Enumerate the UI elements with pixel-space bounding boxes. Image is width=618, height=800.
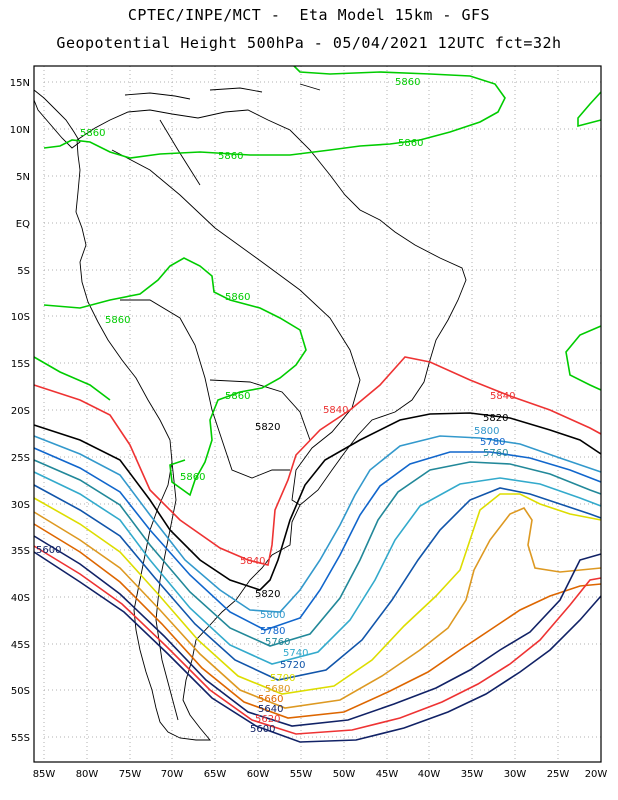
contour-label: 5800 bbox=[260, 610, 285, 621]
lon-label: 70W bbox=[161, 769, 184, 780]
lon-label: 65W bbox=[204, 769, 227, 780]
contour-label: 5860 bbox=[180, 472, 205, 483]
contour-label: 5680 bbox=[265, 684, 290, 695]
contour-5660 bbox=[33, 523, 602, 719]
contour-5860-sw bbox=[33, 356, 111, 401]
lon-label: 50W bbox=[333, 769, 356, 780]
contour-label: 5760 bbox=[483, 448, 508, 459]
contour-label: 5860 bbox=[225, 391, 250, 402]
contour-5820 bbox=[33, 412, 602, 591]
latitude-labels: 15N 10N 5N EQ 5S 10S 15S 20S 25S 30S 35S… bbox=[10, 78, 30, 744]
contour-5800 bbox=[33, 435, 602, 613]
map-title-line2: Geopotential Height 500hPa - 05/04/2021 … bbox=[56, 34, 562, 52]
map-frame bbox=[33, 65, 602, 763]
contour-5640 bbox=[33, 535, 602, 727]
lat-label: 5N bbox=[16, 172, 30, 183]
contour-label: 5820 bbox=[255, 422, 280, 433]
lat-label: 15S bbox=[11, 359, 30, 370]
south-america-coastline bbox=[75, 109, 467, 741]
lat-label: 45S bbox=[11, 640, 30, 651]
lon-label: 80W bbox=[76, 769, 99, 780]
contour-label: 5620 bbox=[255, 714, 280, 725]
lon-label: 45W bbox=[376, 769, 399, 780]
contour-label: 5760 bbox=[265, 637, 290, 648]
longitude-labels: 85W 80W 75W 70W 65W 60W 55W 50W 45W 40W … bbox=[33, 769, 608, 780]
contour-5620 bbox=[33, 545, 602, 735]
contour-label: 5860 bbox=[395, 77, 420, 88]
contour-label: 5860 bbox=[218, 151, 243, 162]
contour-5860-interior bbox=[43, 257, 307, 497]
contour-label: 5800 bbox=[474, 426, 499, 437]
contour-label: 5740 bbox=[283, 648, 308, 659]
contour-label: 5860 bbox=[80, 128, 105, 139]
contour-label: 5640 bbox=[258, 704, 283, 715]
contour-label: 5780 bbox=[480, 437, 505, 448]
contour-5680 bbox=[33, 507, 602, 709]
contour-label: 5600 bbox=[36, 545, 61, 556]
contour-label: 5780 bbox=[260, 626, 285, 637]
lon-label: 20W bbox=[585, 769, 608, 780]
contour-5720 bbox=[33, 484, 602, 681]
lat-label: 10S bbox=[11, 312, 30, 323]
lon-label: 25W bbox=[547, 769, 570, 780]
contour-5860-ne bbox=[577, 91, 602, 128]
caribbean-islands bbox=[124, 83, 321, 100]
contour-label: 5860 bbox=[225, 292, 250, 303]
contour-label: 5840 bbox=[490, 391, 515, 402]
lon-label: 35W bbox=[461, 769, 484, 780]
lat-label: 20S bbox=[11, 406, 30, 417]
lat-label: 30S bbox=[11, 500, 30, 511]
lat-label: 50S bbox=[11, 686, 30, 697]
lat-label: 15N bbox=[10, 78, 30, 89]
lon-label: 40W bbox=[418, 769, 441, 780]
lat-label: 25S bbox=[11, 453, 30, 464]
contour-5700 bbox=[33, 493, 602, 695]
central-america-coastline bbox=[33, 89, 81, 149]
contour-5760 bbox=[33, 459, 602, 647]
coastline-and-borders bbox=[33, 83, 467, 741]
contour-5740 bbox=[33, 471, 602, 665]
andes-border bbox=[120, 299, 290, 479]
contour-5600 bbox=[33, 551, 602, 743]
contour-label: 5860 bbox=[105, 315, 130, 326]
contour-5780 bbox=[33, 447, 602, 631]
lat-label: 10N bbox=[10, 125, 30, 136]
contour-label: 5840 bbox=[240, 556, 265, 567]
chile-argentina-border bbox=[155, 461, 179, 721]
contour-label: 5660 bbox=[258, 694, 283, 705]
lat-label: EQ bbox=[16, 219, 30, 230]
lon-label: 30W bbox=[504, 769, 527, 780]
contour-label: 5700 bbox=[270, 673, 295, 684]
contour-5840-main bbox=[33, 356, 602, 566]
lon-label: 55W bbox=[290, 769, 313, 780]
lat-label: 55S bbox=[11, 733, 30, 744]
lon-label: 75W bbox=[119, 769, 142, 780]
lat-label: 40S bbox=[11, 593, 30, 604]
contour-5860-north bbox=[43, 65, 506, 159]
contour-label: 5840 bbox=[323, 405, 348, 416]
lon-label: 60W bbox=[247, 769, 270, 780]
contour-label: 5860 bbox=[398, 138, 423, 149]
contour-label: 5820 bbox=[255, 589, 280, 600]
contour-label: 5600 bbox=[250, 724, 275, 735]
contour-label: 5720 bbox=[280, 660, 305, 671]
contour-5860-se bbox=[565, 325, 602, 391]
paraguay-bolivia-border bbox=[209, 379, 311, 441]
lon-label: 85W bbox=[33, 769, 56, 780]
contour-value-labels: 5860 5860 5860 5860 5860 5860 5860 5860 … bbox=[36, 77, 515, 735]
height-contours bbox=[33, 65, 602, 743]
brazil-border bbox=[214, 227, 361, 506]
map-title-line1: CPTEC/INPE/MCT - Eta Model 15km - GFS bbox=[127, 6, 491, 24]
lat-label: 5S bbox=[17, 266, 30, 277]
colombia-venezuela-border bbox=[111, 119, 216, 229]
lat-label: 35S bbox=[11, 546, 30, 557]
contour-label: 5820 bbox=[483, 413, 508, 424]
